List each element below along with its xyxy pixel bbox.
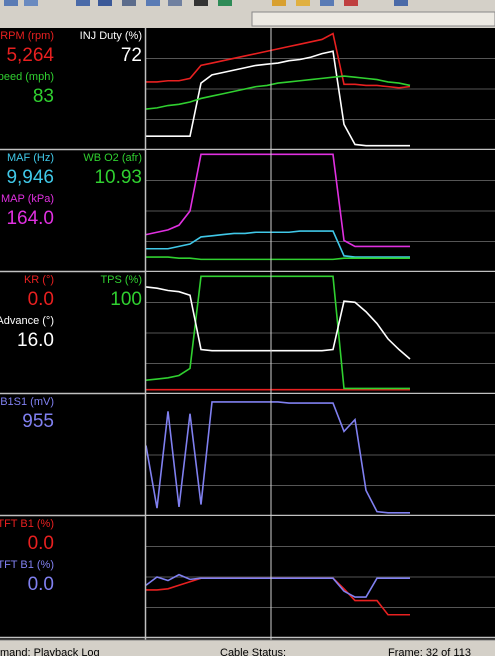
signal-value: 10.93 — [94, 167, 142, 188]
signal-value: 955 — [22, 411, 54, 432]
signal-trace — [146, 50, 410, 147]
signal-label: KR (°) — [24, 274, 54, 286]
signal-label: MAF (Hz) — [7, 152, 54, 164]
icon[interactable] — [122, 0, 136, 6]
signal-trace — [146, 32, 411, 89]
icon[interactable] — [146, 0, 160, 6]
icon[interactable] — [98, 0, 112, 6]
signal-trace — [145, 75, 411, 110]
signal-value: 5,264 — [6, 45, 54, 66]
icon[interactable] — [168, 0, 182, 6]
scrollbar[interactable] — [251, 11, 495, 27]
signal-trace — [146, 256, 410, 261]
icon[interactable] — [394, 0, 408, 6]
signal-value: 0.0 — [28, 574, 54, 595]
icon[interactable] — [218, 0, 232, 6]
signal-value: 164.0 — [6, 208, 54, 229]
signal-trace — [145, 286, 411, 360]
icon[interactable] — [272, 0, 286, 6]
icon[interactable] — [194, 0, 208, 6]
signal-trace — [145, 401, 410, 514]
signal-label: RPM (rpm) — [0, 30, 54, 42]
status-text: Cable Status: — [220, 647, 286, 656]
status-text: Frame: 32 of 113 — [388, 647, 471, 656]
status-text: mand: Playback Log — [0, 647, 100, 656]
signal-label: TPS (%) — [100, 274, 142, 286]
signal-trace — [145, 153, 410, 248]
signal-label: INJ Duty (%) — [80, 30, 142, 42]
signal-label: TFT B1 (%) — [0, 518, 54, 530]
signal-value: 0.0 — [28, 289, 54, 310]
signal-label: B1S1 (mV) — [0, 396, 54, 408]
signal-trace — [145, 573, 410, 598]
signal-value: 0.0 — [28, 533, 54, 554]
signal-value: 83 — [33, 86, 54, 107]
status-bar — [0, 640, 495, 656]
toolbar-icons — [4, 0, 495, 27]
icon[interactable] — [344, 0, 358, 6]
signal-label: MAP (kPa) — [1, 193, 54, 205]
icon[interactable] — [76, 0, 90, 6]
signal-trace — [146, 230, 410, 258]
icon[interactable] — [4, 0, 18, 6]
signal-label: TFT B1 (%) — [0, 559, 54, 571]
signal-value: 16.0 — [17, 330, 54, 351]
signal-label: peed (mph) — [0, 71, 54, 83]
signal-value: 9,946 — [6, 167, 54, 188]
icon[interactable] — [24, 0, 38, 6]
signal-label: Advance (°) — [0, 315, 54, 327]
signal-value: 100 — [110, 289, 142, 310]
signal-value: 72 — [121, 45, 142, 66]
signal-trace — [145, 275, 410, 390]
icon[interactable] — [320, 0, 334, 6]
icon[interactable] — [296, 0, 310, 6]
signal-label: WB O2 (afr) — [83, 152, 142, 164]
